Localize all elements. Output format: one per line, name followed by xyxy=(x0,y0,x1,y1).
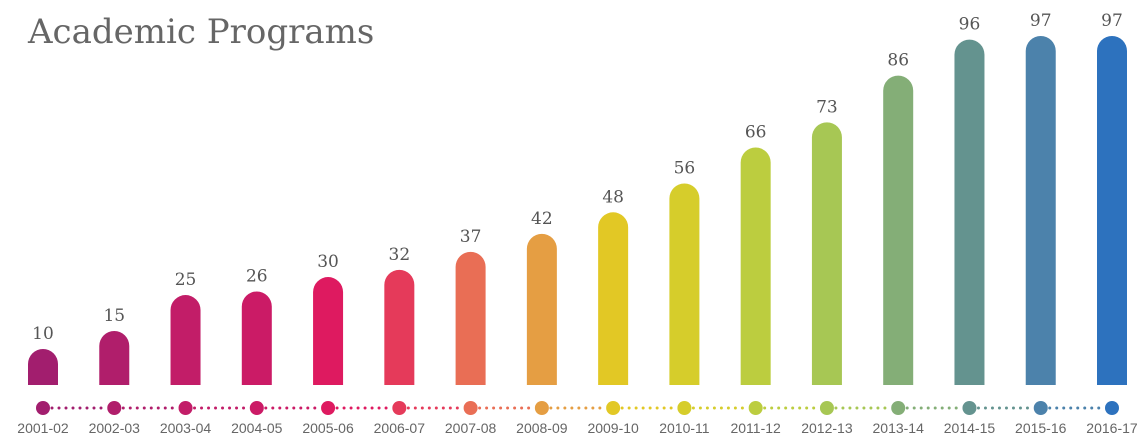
bar xyxy=(526,233,557,385)
bar xyxy=(740,147,771,385)
data-label: 30 xyxy=(317,252,339,272)
data-label: 10 xyxy=(32,324,54,344)
bar xyxy=(1025,36,1056,385)
data-label: 86 xyxy=(887,51,909,71)
timeline-marker xyxy=(463,401,478,415)
x-tick-label: 2009-10 xyxy=(587,420,639,436)
x-tick-label: 2010-11 xyxy=(659,420,710,436)
bar xyxy=(811,122,842,385)
bar xyxy=(170,295,201,385)
timeline-marker xyxy=(392,401,407,415)
x-tick-label: 2007-08 xyxy=(445,420,497,436)
data-label: 26 xyxy=(246,266,268,286)
x-tick-label: 2013-14 xyxy=(873,420,925,436)
data-label: 37 xyxy=(460,227,482,247)
x-tick-label: 2008-09 xyxy=(516,420,568,436)
data-label: 97 xyxy=(1101,11,1123,31)
timeline-marker xyxy=(534,401,549,415)
bar xyxy=(241,291,272,385)
data-label: 66 xyxy=(745,123,767,143)
bar xyxy=(954,39,985,386)
bar xyxy=(313,277,344,385)
bar xyxy=(669,183,700,385)
timeline-marker xyxy=(1033,401,1048,415)
data-label: 42 xyxy=(531,209,553,229)
x-tick-label: 2006-07 xyxy=(374,420,426,436)
data-label: 15 xyxy=(103,306,125,326)
x-tick-label: 2004-05 xyxy=(231,420,283,436)
timeline-marker xyxy=(249,401,264,415)
timeline-marker xyxy=(1105,401,1119,415)
data-label: 97 xyxy=(1030,11,1052,31)
x-tick-label: 2001-02 xyxy=(17,420,69,436)
timeline-marker xyxy=(748,401,763,415)
timeline-marker xyxy=(178,401,193,415)
timeline-marker xyxy=(606,401,621,415)
timeline-marker xyxy=(36,401,50,415)
bar xyxy=(28,349,58,385)
data-label: 73 xyxy=(816,97,838,117)
timeline-marker xyxy=(677,401,692,415)
timeline-marker xyxy=(107,401,122,415)
x-tick-label: 2003-04 xyxy=(160,420,212,436)
data-label: 96 xyxy=(959,15,981,35)
timeline-marker xyxy=(962,401,977,415)
chart-title: Academic Programs xyxy=(28,12,375,52)
bar xyxy=(1097,36,1127,385)
x-tick-label: 2002-03 xyxy=(89,420,141,436)
data-label: 25 xyxy=(175,270,197,290)
bar xyxy=(384,269,415,385)
x-tick-label: 2011-12 xyxy=(730,420,781,436)
data-label: 48 xyxy=(602,187,624,207)
x-tick-label: 2015-16 xyxy=(1015,420,1067,436)
x-tick-label: 2014-15 xyxy=(944,420,996,436)
timeline-marker xyxy=(321,401,336,415)
x-tick-label: 2012-13 xyxy=(801,420,853,436)
x-tick-label: 2016-17 xyxy=(1086,420,1138,436)
data-label: 32 xyxy=(389,245,411,265)
data-label: 56 xyxy=(674,159,696,179)
x-tick-label: 2005-06 xyxy=(302,420,354,436)
timeline-marker xyxy=(891,401,906,415)
bar xyxy=(99,331,130,385)
bar xyxy=(455,251,486,385)
bar xyxy=(883,75,914,385)
timeline-marker xyxy=(819,401,834,415)
bar xyxy=(598,212,629,385)
